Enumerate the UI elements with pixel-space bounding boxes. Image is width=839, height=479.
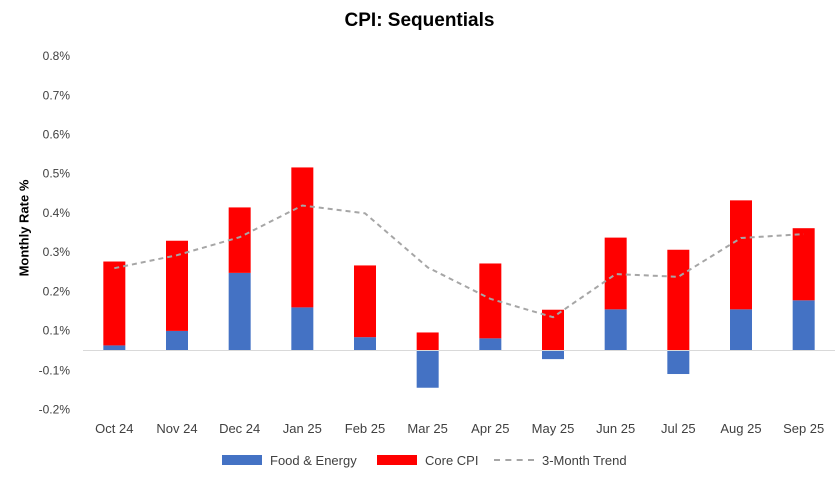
bar-food-energy xyxy=(354,337,376,351)
bar-food-energy xyxy=(228,272,251,351)
bar-core-cpi xyxy=(291,167,314,308)
y-tick-label: 0.5% xyxy=(43,167,71,181)
legend-label-core-cpi: Core CPI xyxy=(425,452,479,468)
x-tick-label: Sep 25 xyxy=(783,421,824,436)
legend-swatch-core-cpi xyxy=(377,455,417,465)
bar-core-cpi xyxy=(730,200,752,310)
bar-food-energy xyxy=(479,338,502,351)
legend-item-core-cpi: Core CPI xyxy=(377,451,478,469)
bar-core-cpi xyxy=(354,265,376,338)
bar-core-cpi xyxy=(228,207,251,273)
y-tick-label: -0.2% xyxy=(39,403,71,417)
y-tick-label: 0.1% xyxy=(43,324,71,338)
bar-food-energy xyxy=(416,350,439,388)
bar-food-energy xyxy=(542,350,564,360)
y-tick-label: 0.8% xyxy=(43,49,71,63)
bar-food-energy xyxy=(792,300,815,351)
bar-core-cpi xyxy=(166,240,188,331)
bar-food-energy xyxy=(667,350,690,375)
bar-food-energy xyxy=(604,309,627,351)
x-tick-label: Jun 25 xyxy=(596,421,635,436)
y-tick-label: 0.2% xyxy=(43,284,71,298)
legend-item-3-month-trend: 3-Month Trend xyxy=(494,451,627,469)
x-tick-label: Jul 25 xyxy=(661,421,696,436)
bar-food-energy xyxy=(166,330,188,351)
legend-swatch-food-energy xyxy=(222,455,262,465)
x-tick-label: Oct 24 xyxy=(95,421,133,436)
legend-item-food-energy: Food & Energy xyxy=(222,451,357,469)
bar-food-energy xyxy=(103,345,126,351)
legend-label-food-energy: Food & Energy xyxy=(270,452,357,468)
x-tick-label: May 25 xyxy=(532,421,575,436)
x-tick-label: Mar 25 xyxy=(407,421,447,436)
y-tick-label: 0.6% xyxy=(43,128,71,142)
y-tick-label: 0.7% xyxy=(43,88,71,102)
bar-core-cpi xyxy=(479,263,502,339)
bar-core-cpi xyxy=(103,261,126,346)
legend: Food & Energy Core CPI 3-Month Trend xyxy=(0,451,839,469)
y-tick-label: -0.1% xyxy=(39,364,71,378)
x-tick-label: Feb 25 xyxy=(345,421,385,436)
bar-core-cpi xyxy=(542,309,564,351)
line-3-month-trend xyxy=(114,204,804,319)
x-tick-label: Jan 25 xyxy=(283,421,322,436)
legend-line-3-month-trend xyxy=(494,459,534,461)
bar-core-cpi xyxy=(792,228,815,301)
x-tick-label: Aug 25 xyxy=(720,421,761,436)
bar-core-cpi xyxy=(604,237,627,310)
y-tick-label: 0.4% xyxy=(43,206,71,220)
legend-label-3-month-trend: 3-Month Trend xyxy=(542,452,627,468)
bar-food-energy xyxy=(730,309,752,351)
bar-core-cpi xyxy=(416,332,439,351)
bar-food-energy xyxy=(291,307,314,351)
chart-title: CPI: Sequentials xyxy=(344,10,495,31)
y-tick-label: 0.3% xyxy=(43,245,71,259)
x-tick-label: Apr 25 xyxy=(471,421,509,436)
x-tick-label: Nov 24 xyxy=(156,421,197,436)
x-tick-label: Dec 24 xyxy=(219,421,260,436)
bar-core-cpi xyxy=(667,249,690,351)
